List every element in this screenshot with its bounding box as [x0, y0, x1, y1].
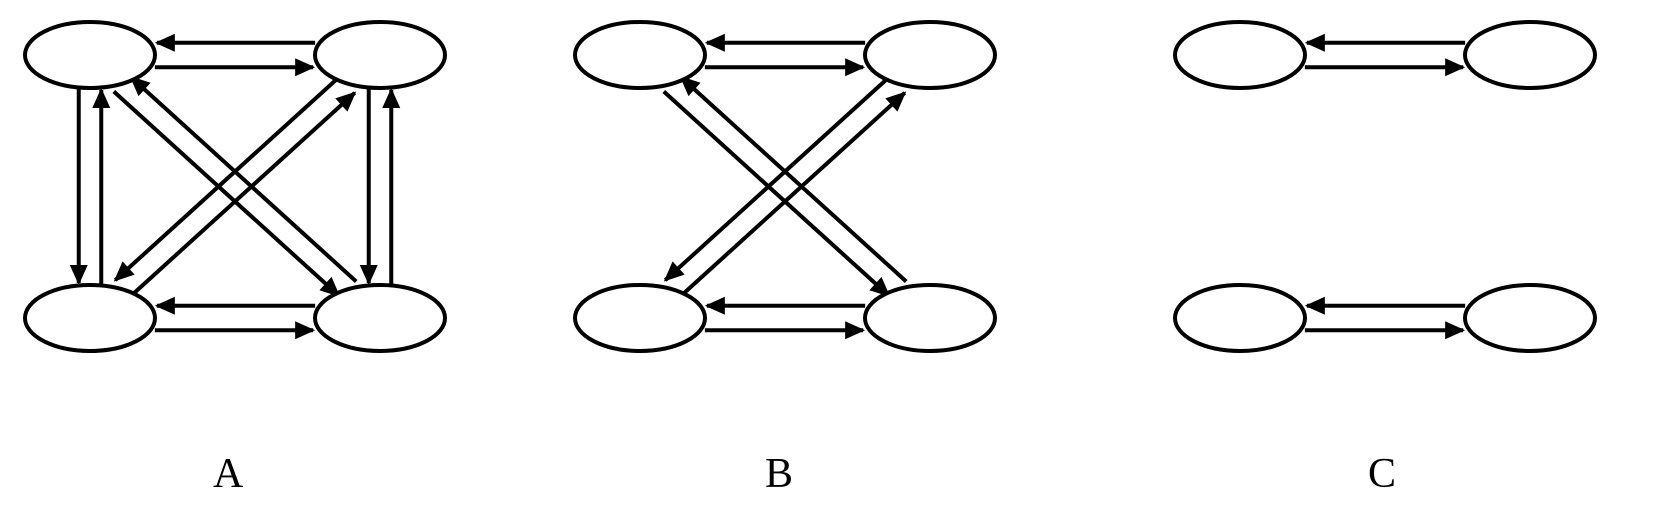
- network-diagram: [0, 0, 1655, 517]
- nodes-A: [25, 22, 445, 351]
- node-B-BL: [575, 285, 705, 351]
- node-A-TR: [315, 22, 445, 88]
- nodes-B: [575, 22, 995, 351]
- node-A-BL: [25, 285, 155, 351]
- node-C-TR: [1465, 22, 1595, 88]
- node-A-TL: [25, 22, 155, 88]
- edges-B: [664, 34, 906, 339]
- panel-label-c: C: [1368, 450, 1396, 498]
- node-B-BR: [865, 285, 995, 351]
- node-C-BR: [1465, 285, 1595, 351]
- node-C-TL: [1175, 22, 1305, 88]
- node-A-BR: [315, 285, 445, 351]
- nodes-C: [1175, 22, 1595, 351]
- panel-label-a: A: [213, 450, 243, 498]
- node-B-TR: [865, 22, 995, 88]
- node-B-TL: [575, 22, 705, 88]
- node-C-BL: [1175, 285, 1305, 351]
- edges-C: [1305, 34, 1465, 339]
- panel-label-b: B: [765, 450, 793, 498]
